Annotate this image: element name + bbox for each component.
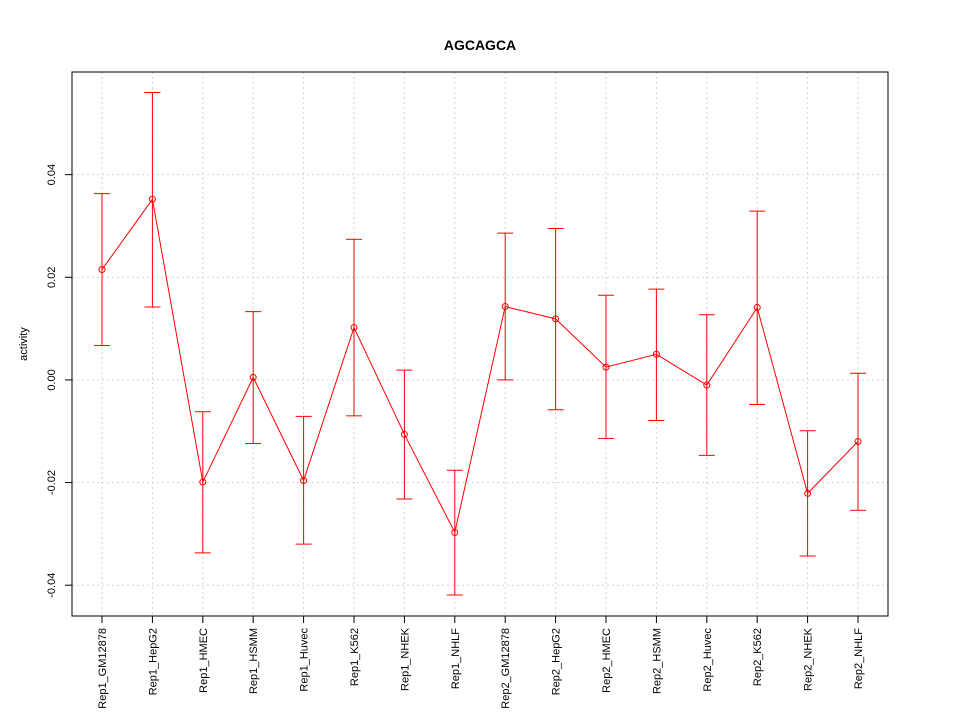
chart-title: AGCAGCA — [444, 37, 516, 53]
y-tick-label: -0.02 — [46, 470, 58, 495]
data-point — [199, 478, 207, 486]
data-point — [602, 363, 610, 371]
data-point — [501, 303, 509, 311]
x-tick-label: Rep1_GM12878 — [97, 628, 109, 709]
x-tick-label: Rep2_NHLF — [853, 628, 865, 689]
grid — [72, 72, 888, 616]
data-point — [804, 489, 812, 497]
data-point — [451, 528, 459, 536]
data-point — [148, 195, 156, 203]
x-tick-label: Rep2_HMEC — [601, 628, 613, 693]
x-tick-label: Rep1_HepG2 — [147, 628, 159, 695]
error-bars — [94, 92, 866, 596]
y-tick-label: 0.02 — [46, 267, 58, 288]
x-tick-label: Rep2_NHEK — [803, 627, 815, 691]
y-axis-label: activity — [18, 327, 30, 361]
x-tick-label: Rep2_HepG2 — [551, 628, 563, 695]
data-point — [753, 304, 761, 312]
series-line — [101, 198, 859, 534]
y-tick-label: -0.04 — [46, 573, 58, 598]
data-point — [300, 477, 308, 485]
x-tick-label: Rep1_HSMM — [248, 628, 260, 694]
y-tick-label: 0.00 — [46, 369, 58, 390]
x-tick-label: Rep2_Huvec — [702, 628, 714, 692]
x-tick-label: Rep2_HSMM — [651, 628, 663, 694]
plot-frame — [71, 71, 889, 617]
x-tick-label: Rep1_NHLF — [450, 628, 462, 689]
data-point — [400, 430, 408, 438]
y-tick-label: 0.04 — [46, 164, 58, 185]
data-point — [552, 315, 560, 323]
series-line — [101, 198, 859, 534]
x-tick-label: Rep1_HMEC — [198, 628, 210, 693]
x-tick-label: Rep2_K562 — [752, 628, 764, 686]
x-axis: Rep1_GM12878 Rep1_HepG2 Rep1_HMEC Rep1_HSMM… — [97, 616, 865, 709]
y-axis: -0.04 -0.02 0.00 0.02 0.04 — [46, 164, 73, 598]
data-points — [98, 195, 862, 536]
data-point — [249, 373, 257, 381]
data-point — [98, 266, 106, 274]
x-tick-label: Rep1_NHEK — [399, 627, 411, 691]
x-tick-label: Rep2_GM12878 — [500, 628, 512, 709]
data-point — [350, 324, 358, 332]
data-point — [854, 438, 862, 446]
data-point — [703, 381, 711, 389]
x-tick-label: Rep1_K562 — [349, 628, 361, 686]
data-point — [652, 350, 660, 358]
x-tick-label: Rep1_Huvec — [299, 628, 311, 692]
